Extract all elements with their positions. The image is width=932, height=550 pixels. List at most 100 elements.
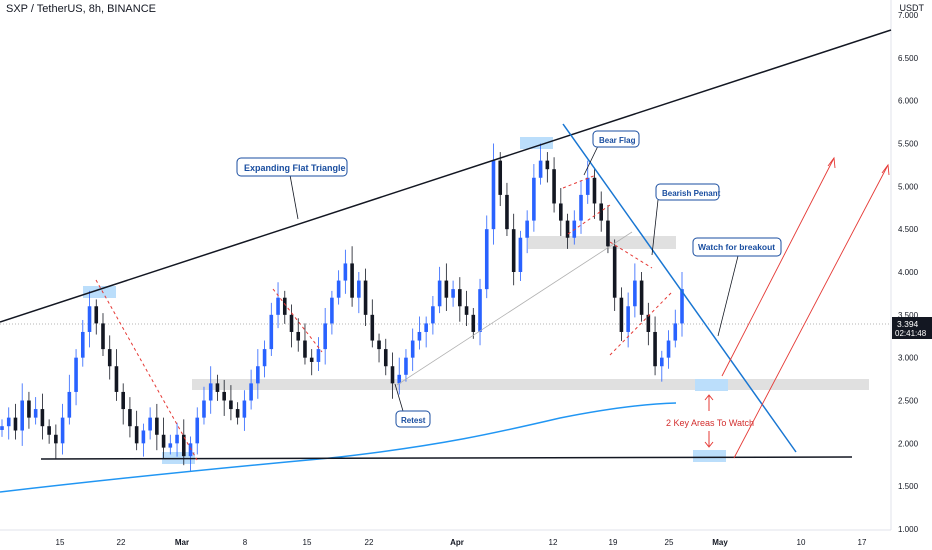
time-tick-label: 19 [609,538,618,547]
candle-body [484,229,489,290]
price-tick-label: 3.500 [898,311,919,320]
candle-body [660,357,664,367]
candle-body [666,340,671,358]
candle-body [437,280,442,307]
candle-body [121,391,125,410]
candle-body [498,160,503,195]
candle-body [141,430,146,444]
callout-watch [692,237,782,257]
price-axis: 1.000 1.500 2.000 2.500 3.000 3.500 4.000 4.500… [898,11,919,534]
candle-body [40,409,45,427]
support-zone [192,379,869,390]
candle-body [612,246,617,298]
candle-body [377,340,381,350]
time-tick-label: Mar [175,538,189,547]
highlight-box-top-left [83,286,116,298]
candle-body [168,443,173,448]
moving-average-line [0,402,677,493]
candle-body [451,289,455,298]
candle-body [262,349,267,367]
candle-body [545,160,550,170]
last-price-value: 3.394 [897,319,919,329]
candle-body [134,426,139,444]
price-tick-label: 4.000 [898,268,919,277]
time-tick-label: 15 [303,538,312,547]
candle-body [336,280,341,298]
candle-body [491,160,496,230]
time-tick-label: 10 [797,538,806,547]
candle-body [511,229,516,272]
candle-body [350,263,354,298]
candle-body [646,314,651,332]
candle-body [87,306,92,332]
callout-expanding [236,157,348,177]
candle-body [148,417,152,431]
price-tick-label: 2.500 [898,397,919,406]
key-areas-arrows [704,394,714,448]
candle-body [235,409,240,418]
candle-body [323,323,327,350]
price-tick-label: 5.500 [898,140,919,149]
highlight-box-support [695,379,728,391]
candle-body [565,220,570,238]
candle-body [410,340,415,358]
candle-body [404,357,408,375]
price-tick-label: 1.000 [898,525,919,534]
candle-body [424,323,428,332]
time-tick-label: 12 [549,538,558,547]
candle-body [296,331,301,341]
callout-pennant-text: Bearish Penant [662,189,721,198]
callout-watch-text: Watch for breakout [698,242,775,252]
candle-body [282,297,287,315]
candle-body [390,366,395,384]
highlight-box-bottom-right [693,450,726,462]
candle-body [107,349,112,367]
callout-pointer-expanding [289,174,299,220]
candle-body [330,297,334,324]
candle-body [276,297,280,315]
candle-body [639,280,644,315]
candle-body [559,203,563,221]
price-tick-label: 2.000 [898,439,919,448]
candle-body [343,263,348,281]
candle-body [47,426,51,435]
candle-body [195,417,200,444]
candle-body [229,400,233,410]
candle-body [309,357,314,362]
candle-body [6,417,11,427]
time-tick-label: 17 [858,538,867,547]
candle-body [525,220,529,238]
candle-body [20,400,24,431]
candle-body [592,177,597,204]
last-price-tag [892,317,932,339]
downtrend-line [562,123,797,453]
price-tick-label: 6.000 [898,97,919,106]
time-tick-label: 22 [365,538,374,547]
callout-pointer-pennant [651,199,659,256]
callout-pointer-bear-flag [583,145,599,176]
price-tick-label: 4.500 [898,225,919,234]
candle-body [579,194,583,221]
candle-body [67,391,72,418]
candle-body [532,177,536,221]
time-tick-label: Apr [450,538,464,547]
candle-body [538,160,543,178]
candle-body [417,331,422,341]
candle-body [222,391,226,401]
key-areas-label: 2 Key Areas To Watch [666,418,754,428]
time-tick-label: 22 [117,538,126,547]
grey-uptrend-line [396,231,633,386]
currency-label: USDT [899,3,925,13]
candle-body [626,306,630,332]
callout-retest [395,410,431,428]
candle-body [303,340,307,358]
candle-body [397,374,402,384]
candles [0,143,684,472]
chart-header: SXP / TetherUS, 8h, BINANCE [6,3,156,15]
callout-bear-flag [592,130,640,148]
callout-bear-flag-text: Bear Flag [599,136,636,145]
candle-body [175,434,179,444]
candle-body [215,383,220,392]
candle-body [60,417,65,444]
